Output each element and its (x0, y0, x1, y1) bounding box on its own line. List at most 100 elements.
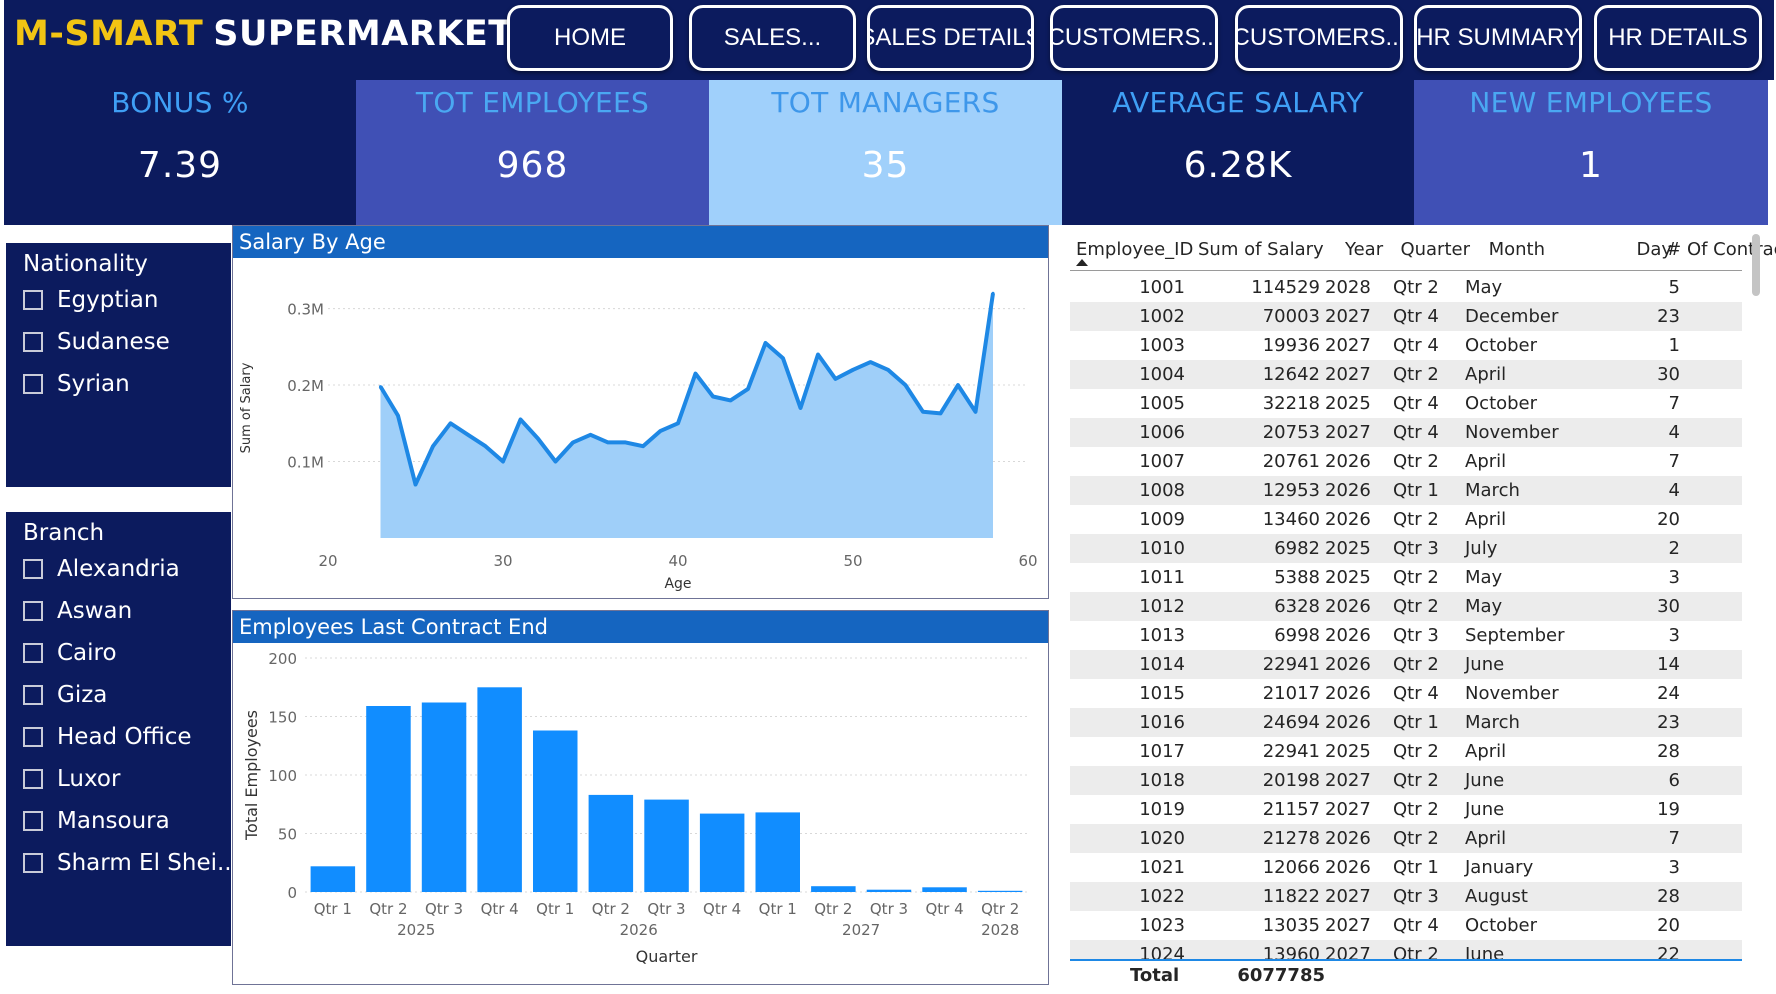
nav-home-button[interactable]: HOME (507, 5, 673, 71)
data-point (974, 410, 977, 414)
column-header-year[interactable]: Year (1345, 239, 1384, 260)
nav-sales-details-button[interactable]: SALES DETAILS (867, 5, 1034, 71)
slicer-option[interactable]: Sharm El Shei... (6, 842, 231, 884)
nav-hr-details-button[interactable]: HR DETAILS (1594, 5, 1762, 71)
data-point (484, 444, 487, 448)
table-cell: 30 (1657, 364, 1680, 385)
table-cell: March (1465, 480, 1520, 501)
slicer-option[interactable]: Egyptian (6, 279, 231, 321)
table-cell: Qtr 2 (1393, 828, 1439, 849)
x-tick-label: Qtr 3 (647, 900, 685, 918)
column-header-month[interactable]: Month (1488, 239, 1545, 260)
table-cell: October (1465, 393, 1538, 414)
bar (366, 706, 411, 892)
kpi-card-bonus: BONUS % 7.39 (4, 80, 356, 225)
slicer-option-label: Sharm El Shei... (57, 850, 231, 876)
table-cell: Qtr 2 (1393, 944, 1439, 959)
table-cell: 2 (1670, 476, 1752, 505)
column-header-quarter[interactable]: Quarter (1400, 239, 1470, 260)
table-cell: 114529 (1251, 277, 1320, 298)
table-cell: April (1465, 828, 1507, 849)
table-scrollbar[interactable] (1752, 234, 1760, 296)
checkbox[interactable] (23, 559, 43, 579)
checkbox[interactable] (23, 685, 43, 705)
slicer-option[interactable]: Mansoura (6, 800, 231, 842)
checkbox[interactable] (23, 374, 43, 394)
checkbox[interactable] (23, 769, 43, 789)
slicer-option-label: Egyptian (57, 287, 159, 313)
column-header-sum-of-salary[interactable]: Sum of Salary (1198, 239, 1324, 260)
slicer-option[interactable]: Alexandria (6, 548, 231, 590)
bar (755, 812, 800, 892)
checkbox[interactable] (23, 290, 43, 310)
table-cell: October (1465, 915, 1538, 936)
checkbox[interactable] (23, 811, 43, 831)
slicer-option[interactable]: Head Office (6, 716, 231, 758)
table-cell: 2026 (1325, 596, 1371, 617)
bar (699, 813, 745, 892)
table-cell: Qtr 3 (1393, 538, 1439, 559)
checkbox[interactable] (23, 727, 43, 747)
slicer-option[interactable]: Aswan (6, 590, 231, 632)
slicer-option[interactable]: Giza (6, 674, 231, 716)
slicer-option-label: Cairo (57, 640, 117, 666)
data-point (729, 398, 732, 402)
kpi-value: 1 (1579, 145, 1603, 186)
contract-end-chart: 0 50 100 150 200 Qtr 1 Qtr 2 Qtr 3 Qtr 4 Qtr 1 Qtr… (242, 650, 1028, 966)
slicer-option[interactable]: Luxor (6, 758, 231, 800)
table-cell: 2026 (1325, 654, 1371, 675)
table-cell: Qtr 1 (1393, 712, 1439, 733)
table-cell: 2 (1670, 302, 1752, 331)
column-header-contracts[interactable]: # Of Contracts (1666, 239, 1776, 260)
kpi-label: AVERAGE SALARY (1112, 86, 1364, 119)
y-tick-label: 200 (268, 650, 297, 668)
table-cell: 1021 (1139, 857, 1185, 878)
table-cell: 1012 (1139, 596, 1185, 617)
slicer-option[interactable]: Syrian (6, 363, 231, 405)
nav-hr-summary-button[interactable]: HR SUMMARY (1414, 5, 1582, 71)
table-cell: 24694 (1262, 712, 1320, 733)
column-header-day[interactable]: Day (1636, 239, 1672, 260)
table-cell: 21157 (1262, 799, 1320, 820)
checkbox[interactable] (23, 643, 43, 663)
slicer-option[interactable]: Sudanese (6, 321, 231, 363)
nav-customers-button[interactable]: CUSTOMERS... (1050, 5, 1218, 71)
y-tick-label: 0.1M (287, 454, 324, 472)
slicer-option-label: Head Office (57, 724, 192, 750)
column-header-employee-id[interactable]: Employee_ID (1076, 239, 1194, 260)
slicer-option[interactable]: Cairo (6, 632, 231, 674)
nav-sales-button[interactable]: SALES... (689, 5, 856, 71)
kpi-value: 7.39 (137, 145, 223, 186)
table-cell: 20761 (1262, 451, 1320, 472)
checkbox[interactable] (23, 332, 43, 352)
nav-customers-2-button[interactable]: CUSTOMERS... (1235, 5, 1403, 71)
checkbox[interactable] (23, 853, 43, 873)
x-tick-label: Qtr 2 (369, 900, 407, 918)
table-cell: 4 (1670, 360, 1752, 389)
checkbox[interactable] (23, 601, 43, 621)
